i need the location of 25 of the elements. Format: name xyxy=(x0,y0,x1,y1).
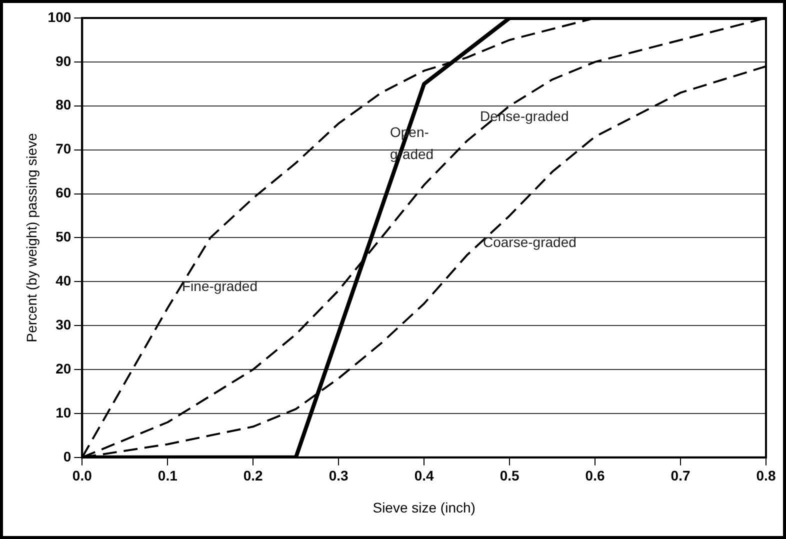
y-tick-label: 50 xyxy=(56,228,72,245)
y-tick-label: 90 xyxy=(56,52,72,69)
y-tick-label: 80 xyxy=(56,96,72,113)
x-tick-label: 0.0 xyxy=(72,468,92,484)
y-tick-label: 20 xyxy=(56,360,72,376)
x-tick-label: 0.7 xyxy=(670,468,690,484)
y-tick-label: 0 xyxy=(63,448,72,464)
annotation: Dense-graded xyxy=(480,108,569,124)
x-tick-label: 0.1 xyxy=(158,468,178,484)
y-tick-label: 30 xyxy=(56,316,72,332)
y-axis-title: Percent (by weight) passing sieve xyxy=(23,132,40,342)
y-tick-label: 100 xyxy=(48,8,72,25)
x-tick-label: 0.4 xyxy=(414,468,434,484)
x-tick-label: 0.2 xyxy=(243,468,264,484)
y-tick-label: 60 xyxy=(56,184,72,201)
x-axis-title: Sieve size (inch) xyxy=(372,499,476,516)
annotation: Coarse-graded xyxy=(483,234,576,250)
x-tick-label: 0.3 xyxy=(328,468,349,484)
y-tick-label: 10 xyxy=(56,404,72,420)
x-tick-label: 0.5 xyxy=(500,468,520,484)
x-tick-label: 0.6 xyxy=(585,468,605,484)
annotation: Fine-graded xyxy=(182,278,258,294)
x-tick-label: 0.8 xyxy=(756,468,776,484)
y-tick-label: 40 xyxy=(56,272,72,288)
y-tick-label: 70 xyxy=(56,140,72,157)
